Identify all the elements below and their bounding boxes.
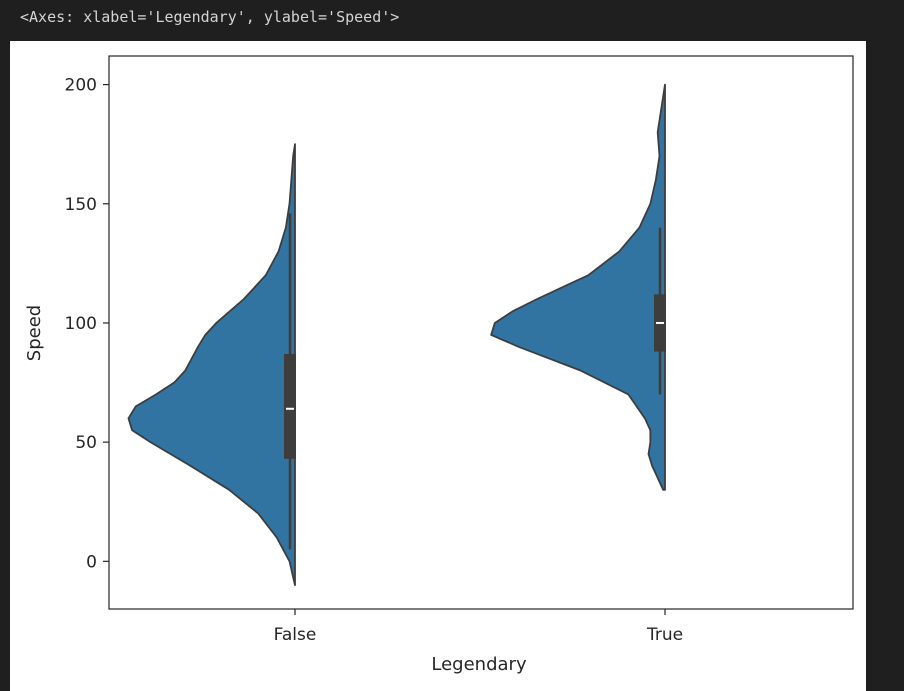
y-tick-label: 200	[65, 76, 97, 96]
y-axis-label: Speed	[24, 305, 45, 361]
violin-true	[490, 83, 666, 491]
y-axis-ticks: 0 50 100 150 200	[65, 76, 109, 572]
chart-figure: 0 50 100 150 200 False True Legendary Speed	[10, 41, 866, 691]
x-axis-label: Legendary	[431, 654, 527, 675]
plot-frame	[108, 55, 854, 610]
x-axis-ticks: False True	[274, 609, 683, 645]
x-tick-label: False	[274, 625, 317, 645]
y-tick-label: 0	[86, 552, 97, 572]
violin-chart: 0 50 100 150 200 False True Legendary Speed	[24, 55, 854, 675]
axes-repr-output: <Axes: xlabel='Legendary', ylabel='Speed…	[20, 8, 400, 26]
y-tick-label: 50	[75, 433, 97, 453]
y-tick-label: 150	[65, 195, 97, 215]
x-tick-label: True	[646, 625, 683, 645]
iqr-box-false	[284, 353, 296, 459]
violins-layer	[127, 83, 666, 587]
y-tick-label: 100	[65, 314, 97, 334]
violin-false	[127, 143, 296, 587]
